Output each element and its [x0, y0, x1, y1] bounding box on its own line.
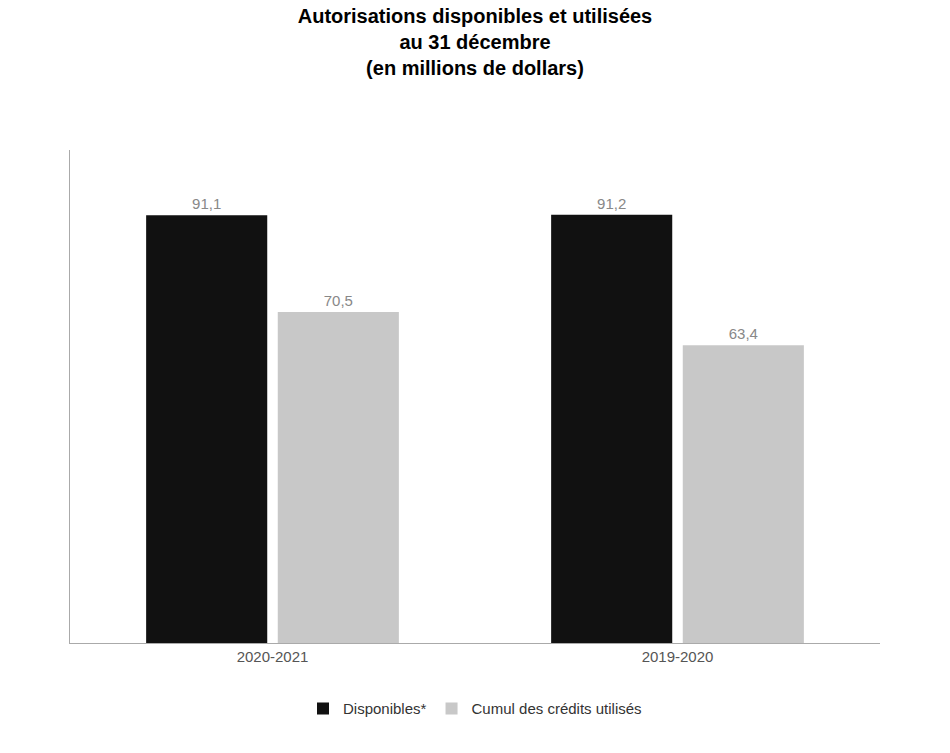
svg-text:Cumul des crédits utilisés: Cumul des crédits utilisés [472, 700, 642, 717]
svg-text:63,4: 63,4 [729, 325, 758, 342]
svg-text:70,5: 70,5 [324, 292, 353, 309]
svg-text:91,1: 91,1 [192, 195, 221, 212]
svg-text:91,2: 91,2 [597, 195, 626, 212]
svg-text:2019-2020: 2019-2020 [642, 648, 714, 665]
svg-text:Autorisations disponibles et u: Autorisations disponibles et utiliséesau… [298, 5, 653, 79]
svg-text:2020-2021: 2020-2021 [237, 648, 309, 665]
svg-text:Disponibles*: Disponibles* [343, 700, 427, 717]
